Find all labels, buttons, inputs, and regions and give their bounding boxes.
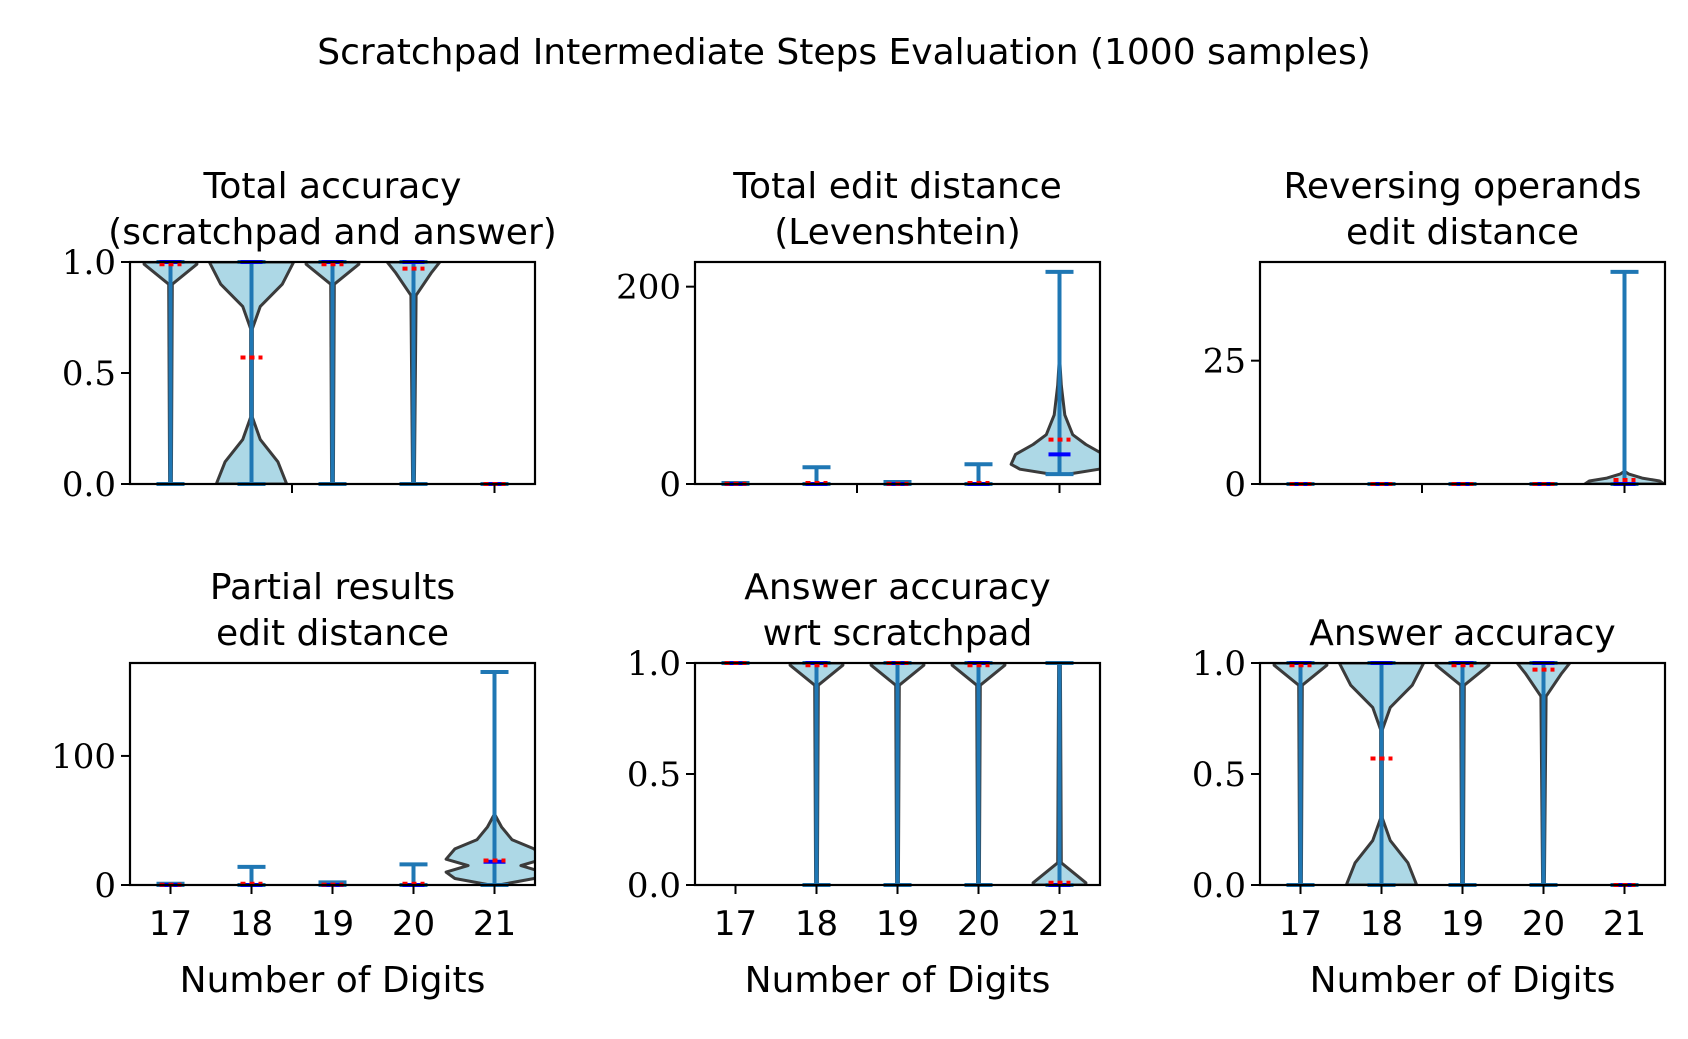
- x-tick-label: 18: [795, 904, 838, 944]
- subplot-6: Answer accuracy 0.0 0.5 1.0 17 18 19 20 21 Number…: [1192, 613, 1667, 1001]
- subplot-title: edit distance: [216, 613, 449, 654]
- violin-layer: [142, 262, 442, 484]
- x-tick-label: 21: [473, 904, 516, 944]
- y-tick-label: 0: [94, 866, 116, 906]
- subplot-title: Answer accuracy: [1309, 613, 1615, 654]
- x-tick-label: 18: [1360, 904, 1403, 944]
- y-tick-label: 1.0: [1192, 644, 1246, 684]
- y-tick-label: 0.0: [627, 866, 681, 906]
- violin-layer: [1272, 663, 1572, 885]
- y-tick-label: 0.0: [62, 465, 116, 505]
- x-tick-label: 20: [1522, 904, 1565, 944]
- subplot-title: Partial results: [210, 567, 455, 608]
- violin-body-21: [444, 812, 535, 885]
- subplot-title: (Levenshtein): [774, 212, 1021, 253]
- subplot-4: Partial results edit distance 0 100 17 18 19 20…: [51, 567, 537, 1001]
- y-tick-label: 1.0: [627, 644, 681, 684]
- x-axis-label: Number of Digits: [745, 960, 1051, 1001]
- violin-layer: [444, 812, 535, 885]
- x-tick-label: 21: [1603, 904, 1646, 944]
- subplot-title: edit distance: [1346, 212, 1579, 253]
- axes-frame: [1258, 260, 1667, 486]
- subplot-5: Answer accuracy wrt scratchpad 0.0 0.5 1.0 17…: [627, 567, 1102, 1001]
- y-tick-label: 25: [1203, 342, 1246, 382]
- subplot-title: (scratchpad and answer): [108, 212, 557, 253]
- x-tick-label: 17: [714, 904, 757, 944]
- y-tick-label: 0: [1224, 465, 1246, 505]
- x-tick-label: 19: [1441, 904, 1484, 944]
- subplot-title: Total accuracy: [203, 166, 462, 207]
- x-tick-label: 17: [149, 904, 192, 944]
- y-tick-label: 0.5: [627, 755, 681, 795]
- y-tick-label: 1.0: [62, 243, 116, 283]
- x-tick-label: 17: [1279, 904, 1322, 944]
- subplot-title: Total edit distance: [732, 166, 1062, 207]
- x-tick-label: 20: [392, 904, 435, 944]
- x-axis-label: Number of Digits: [1310, 960, 1616, 1001]
- x-tick-label: 18: [230, 904, 273, 944]
- x-axis-label: Number of Digits: [180, 960, 486, 1001]
- subplot-title: wrt scratchpad: [763, 613, 1033, 654]
- figure-title: Scratchpad Intermediate Steps Evaluation…: [317, 32, 1371, 73]
- x-tick-label: 19: [876, 904, 919, 944]
- subplot-1: Total accuracy (scratchpad and answer) 0.0…: [62, 166, 557, 505]
- y-tick-label: 0: [659, 465, 681, 505]
- y-tick-label: 0.5: [1192, 755, 1246, 795]
- x-tick-label: 20: [957, 904, 1000, 944]
- y-tick-label: 200: [616, 268, 681, 308]
- violin-layer: [788, 663, 1088, 885]
- x-tick-label: 19: [311, 904, 354, 944]
- x-tick-label: 21: [1038, 904, 1081, 944]
- subplot-2: Total edit distance (Levenshtein) 0 200: [616, 166, 1102, 505]
- y-tick-label: 0.0: [1192, 866, 1246, 906]
- subplot-title: Reversing operands: [1284, 166, 1642, 207]
- subplot-3: Reversing operands edit distance 0 25: [1203, 166, 1667, 505]
- y-tick-label: 100: [51, 737, 116, 777]
- axes-frame: [693, 260, 1102, 486]
- y-tick-label: 0.5: [62, 354, 116, 394]
- subplot-title: Answer accuracy: [744, 567, 1050, 608]
- subplot-grid: Total accuracy (scratchpad and answer) 0.0…: [51, 166, 1667, 1001]
